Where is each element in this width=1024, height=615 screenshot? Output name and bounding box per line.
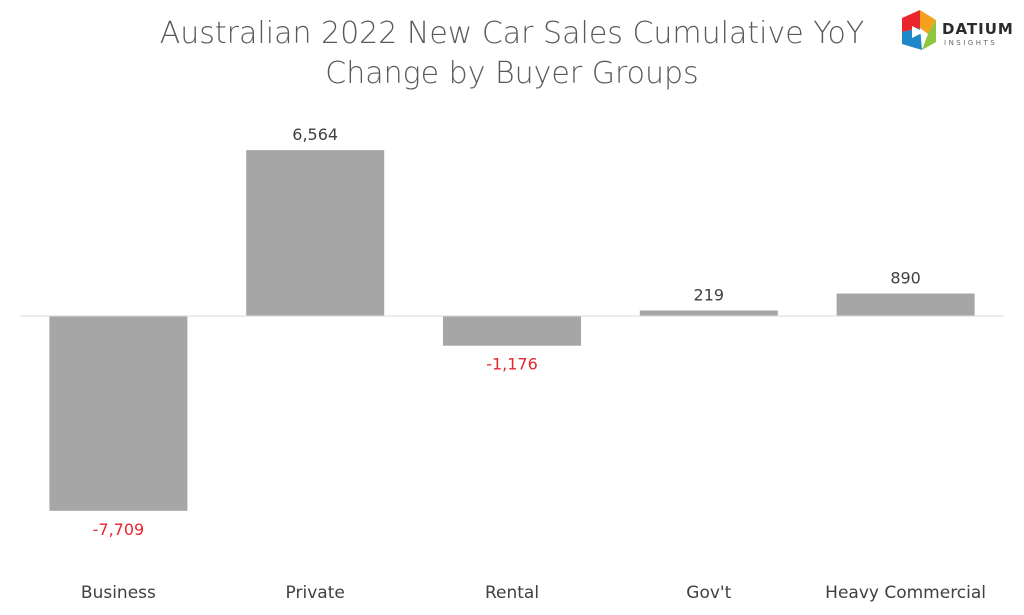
data-label-private: 6,564 [292, 125, 338, 144]
category-label-private: Private [286, 583, 345, 603]
bar-business [49, 316, 188, 511]
labels-layer: -7,709 Business 6,564 Private -1,176 Rental 21… [81, 125, 986, 603]
bar-gov-t [639, 310, 778, 316]
datium-logo-icon [902, 10, 936, 50]
datium-logo-tagline: INSIGHTS [944, 39, 997, 47]
bar-heavy-commercial [836, 293, 975, 316]
bar-private [246, 150, 385, 316]
bars-layer [49, 150, 975, 511]
chart-title: Australian 2022 New Car Sales Cumulative… [0, 14, 1024, 94]
category-label-rental: Rental [485, 583, 539, 603]
category-label-heavy-commercial: Heavy Commercial [825, 583, 986, 603]
chart-title-line-1: Australian 2022 New Car Sales Cumulative… [159, 16, 865, 51]
data-label-heavy-commercial: 890 [890, 269, 921, 288]
data-label-rental: -1,176 [486, 355, 538, 374]
category-label-gov-t: Gov't [686, 583, 731, 603]
data-label-business: -7,709 [93, 520, 145, 539]
datium-logo-name: DATIUM [942, 20, 1014, 38]
chart-title-line-2: Change by Buyer Groups [325, 56, 699, 91]
bar-rental [443, 316, 581, 346]
data-label-gov-t: 219 [694, 285, 725, 304]
category-label-business: Business [81, 583, 156, 603]
datium-logo: DATIUM INSIGHTS [902, 10, 1014, 50]
